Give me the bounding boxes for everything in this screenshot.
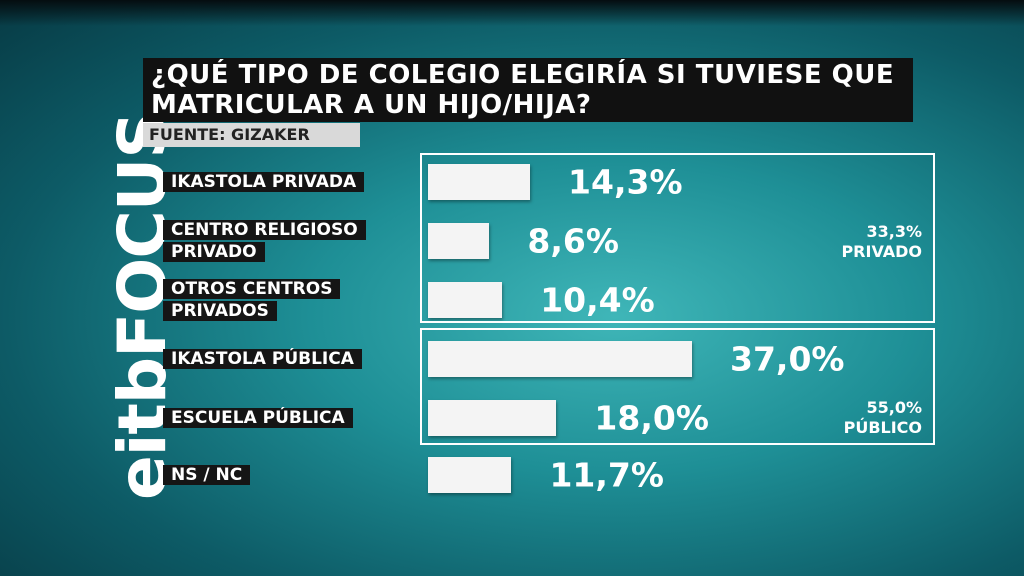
group-box: [420, 153, 935, 323]
bar: [428, 341, 692, 377]
group-box: [420, 328, 935, 445]
category-text: CENTRO RELIGIOSO PRIVADO: [163, 220, 366, 262]
value-label: 14,3%: [568, 162, 683, 202]
value-label: 11,7%: [549, 455, 664, 495]
bar: [428, 223, 490, 259]
bar: [428, 164, 531, 200]
category-text: OTROS CENTROS PRIVADOS: [163, 279, 341, 321]
category-label: IKASTOLA PÚBLICA: [163, 348, 362, 370]
group-name: PRIVADO: [841, 242, 922, 261]
group-value: 33,3%: [866, 222, 922, 241]
top-shade: [0, 0, 1024, 26]
value-label: 37,0%: [730, 339, 845, 379]
category-text: IKASTOLA PÚBLICA: [163, 349, 362, 369]
bar: [428, 457, 512, 493]
group-name: PÚBLICO: [843, 418, 922, 437]
category-label: NS / NC: [163, 464, 251, 486]
category-text: NS / NC: [163, 465, 251, 485]
category-label: OTROS CENTROS PRIVADOS: [163, 278, 395, 322]
category-text: ESCUELA PÚBLICA: [163, 408, 353, 428]
group-value: 55,0%: [866, 398, 922, 417]
bar: [428, 400, 557, 436]
category-label: IKASTOLA PRIVADA: [163, 171, 365, 193]
value-label: 8,6%: [527, 221, 619, 261]
value-label: 18,0%: [594, 398, 709, 438]
category-text: IKASTOLA PRIVADA: [163, 172, 365, 192]
category-label: CENTRO RELIGIOSO PRIVADO: [163, 219, 395, 263]
bar: [428, 282, 503, 318]
category-label: ESCUELA PÚBLICA: [163, 407, 353, 429]
chart-title: ¿QUÉ TIPO DE COLEGIO ELEGIRÍA SI TUVIESE…: [143, 58, 913, 122]
value-label: 10,4%: [540, 280, 655, 320]
source: FUENTE: GIZAKER: [143, 123, 360, 147]
